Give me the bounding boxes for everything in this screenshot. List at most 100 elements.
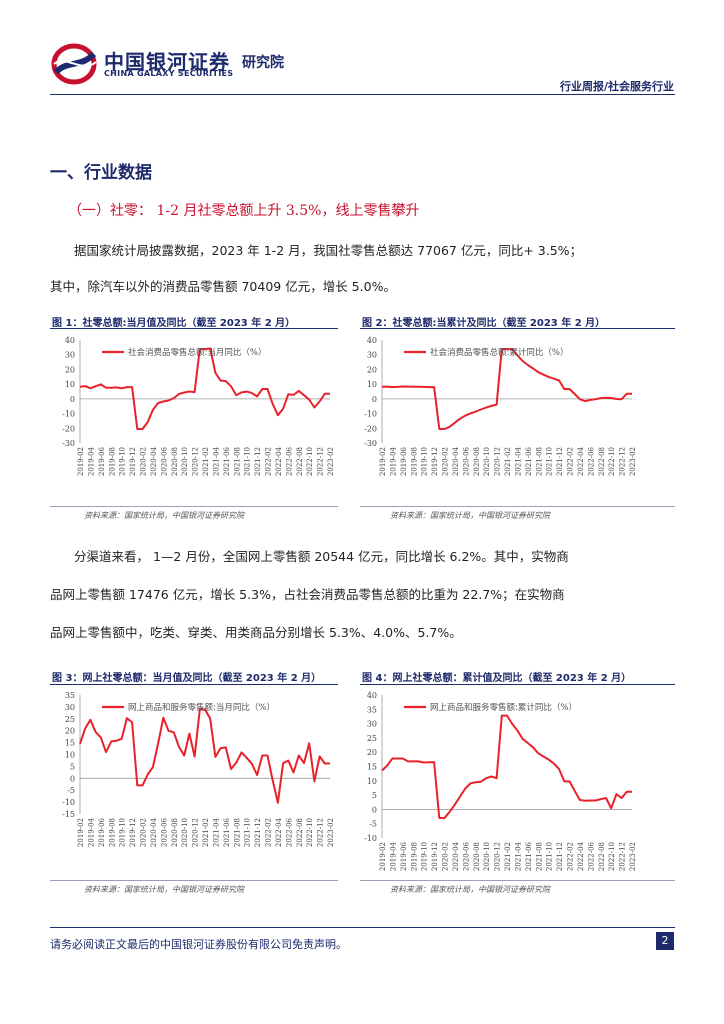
x-tick-label: 2022-12 bbox=[619, 842, 627, 871]
x-tick-label: 2019-08 bbox=[108, 447, 116, 476]
y-tick-label: -30 bbox=[62, 439, 75, 448]
x-tick-label: 2019-02 bbox=[379, 447, 387, 476]
y-tick-label: 30 bbox=[367, 351, 377, 360]
x-tick-label: 2019-08 bbox=[108, 818, 116, 847]
x-tick-label: 2021-04 bbox=[212, 817, 220, 847]
y-tick-label: -20 bbox=[62, 424, 75, 433]
x-tick-label: 2023-02 bbox=[629, 447, 637, 476]
footer-divider bbox=[50, 927, 675, 928]
x-tick-label: 2020-06 bbox=[160, 817, 168, 847]
subsection-title: （一）社零： 1-2 月社零总额上升 3.5%，线上零售攀升 bbox=[68, 203, 420, 219]
x-tick-label: 2019-04 bbox=[389, 446, 397, 476]
y-tick-label: 5 bbox=[372, 791, 377, 800]
x-tick-label: 2020-08 bbox=[473, 842, 481, 871]
x-tick-label: 2019-12 bbox=[129, 447, 137, 476]
x-tick-label: 2022-06 bbox=[587, 841, 595, 871]
x-tick-label: 2020-12 bbox=[192, 818, 200, 847]
x-tick-label: 2019-12 bbox=[431, 447, 439, 476]
paragraph-line: 分渠道来看， 1—2 月份，全国网上零售额 20544 亿元，同比增长 6.2%… bbox=[74, 549, 569, 564]
galaxy-logo-icon bbox=[51, 43, 97, 85]
x-tick-label: 2019-08 bbox=[410, 447, 418, 476]
series-line bbox=[381, 714, 632, 819]
y-tick-label: -5 bbox=[67, 786, 75, 795]
institute-label: 研究院 bbox=[242, 55, 284, 71]
x-tick-label: 2020-10 bbox=[181, 447, 189, 476]
legend-label: 社会消费品零售总额:当月同比（%） bbox=[128, 347, 266, 358]
x-tick-label: 2019-10 bbox=[421, 842, 429, 871]
x-tick-label: 2020-06 bbox=[160, 446, 168, 476]
x-tick-label: 2020-12 bbox=[192, 447, 200, 476]
x-tick-label: 2019-02 bbox=[379, 842, 387, 871]
x-tick-label: 2022-10 bbox=[608, 447, 616, 476]
series-line bbox=[79, 708, 330, 804]
figure-title: 图 3：网上社零总额：当月值及同比（截至 2023 年 2 月） bbox=[52, 673, 322, 684]
x-tick-label: 2021-04 bbox=[514, 446, 522, 476]
x-tick-label: 2020-08 bbox=[171, 818, 179, 847]
x-tick-label: 2021-02 bbox=[504, 842, 512, 871]
x-tick-label: 2021-02 bbox=[504, 447, 512, 476]
y-tick-label: 40 bbox=[367, 336, 377, 345]
x-tick-label: 2021-08 bbox=[233, 818, 241, 847]
x-tick-label: 2022-12 bbox=[619, 447, 627, 476]
y-tick-label: -20 bbox=[364, 424, 377, 433]
y-tick-label: 15 bbox=[367, 763, 377, 772]
x-tick-label: 2019-06 bbox=[400, 841, 408, 871]
x-tick-label: 2021-02 bbox=[202, 447, 210, 476]
x-tick-label: 2019-10 bbox=[119, 447, 127, 476]
x-tick-label: 2022-02 bbox=[265, 447, 273, 476]
x-tick-label: 2021-08 bbox=[535, 447, 543, 476]
x-tick-label: 2021-06 bbox=[223, 446, 231, 476]
x-tick-label: 2020-02 bbox=[442, 447, 450, 476]
x-tick-label: 2020-10 bbox=[483, 842, 491, 871]
y-tick-label: 10 bbox=[367, 777, 377, 786]
x-tick-label: 2021-12 bbox=[556, 842, 564, 871]
x-tick-label: 2022-04 bbox=[275, 817, 283, 847]
x-tick-label: 2019-02 bbox=[77, 447, 85, 476]
y-tick-label: 25 bbox=[65, 715, 75, 724]
x-tick-label: 2019-02 bbox=[77, 818, 85, 847]
x-tick-label: 2022-02 bbox=[567, 842, 575, 871]
report-type: 行业周报/社会服务行业 bbox=[559, 80, 674, 93]
figure-title: 图 2：社零总额:当累计及同比（截至 2023 年 2 月） bbox=[362, 318, 606, 329]
y-tick-label: 20 bbox=[65, 365, 75, 374]
y-tick-label: -10 bbox=[62, 798, 75, 807]
y-tick-label: 10 bbox=[65, 380, 75, 389]
x-tick-label: 2021-10 bbox=[244, 818, 252, 847]
x-tick-label: 2021-10 bbox=[546, 842, 554, 871]
x-tick-label: 2020-10 bbox=[181, 818, 189, 847]
figure-source: 资料来源：国家统计局，中国银河证券研究院 bbox=[84, 511, 244, 520]
y-tick-label: 10 bbox=[367, 380, 377, 389]
x-tick-label: 2020-02 bbox=[442, 842, 450, 871]
x-tick-label: 2020-04 bbox=[150, 446, 158, 476]
x-tick-label: 2019-06 bbox=[400, 446, 408, 476]
x-tick-label: 2021-12 bbox=[556, 447, 564, 476]
figure-title: 图 1：社零总额:当月值及同比（截至 2023 年 2 月） bbox=[52, 318, 296, 329]
legend-label: 网上商品和服务零售额:当月同比（%） bbox=[128, 702, 275, 713]
legend-label: 网上商品和服务零售额:累计同比（%） bbox=[430, 702, 577, 713]
figure-title: 图 4：网上社零总额：累计值及同比（截至 2023 年 2 月） bbox=[362, 673, 632, 684]
y-tick-label: 25 bbox=[367, 734, 377, 743]
x-tick-label: 2019-12 bbox=[431, 842, 439, 871]
y-tick-label: 35 bbox=[367, 705, 377, 714]
y-tick-label: 40 bbox=[367, 691, 377, 700]
figure-source: 资料来源：国家统计局，中国银河证券研究院 bbox=[390, 511, 550, 520]
x-tick-label: 2022-02 bbox=[567, 447, 575, 476]
y-tick-label: 20 bbox=[367, 748, 377, 757]
x-tick-label: 2022-08 bbox=[296, 447, 304, 476]
x-tick-label: 2022-02 bbox=[265, 818, 273, 847]
x-tick-label: 2023-02 bbox=[327, 818, 335, 847]
x-tick-label: 2019-04 bbox=[389, 841, 397, 871]
logo-text-cn: 中国银河证券 bbox=[104, 50, 230, 74]
x-tick-label: 2019-08 bbox=[410, 842, 418, 871]
x-tick-label: 2022-08 bbox=[598, 842, 606, 871]
x-tick-label: 2019-04 bbox=[87, 817, 95, 847]
x-tick-label: 2021-02 bbox=[202, 818, 210, 847]
y-tick-label: 20 bbox=[367, 365, 377, 374]
section-title: 一、行业数据 bbox=[50, 163, 152, 183]
y-tick-label: -10 bbox=[62, 410, 75, 419]
series-line bbox=[79, 347, 330, 430]
y-tick-label: 30 bbox=[367, 720, 377, 729]
x-tick-label: 2019-06 bbox=[98, 817, 106, 847]
